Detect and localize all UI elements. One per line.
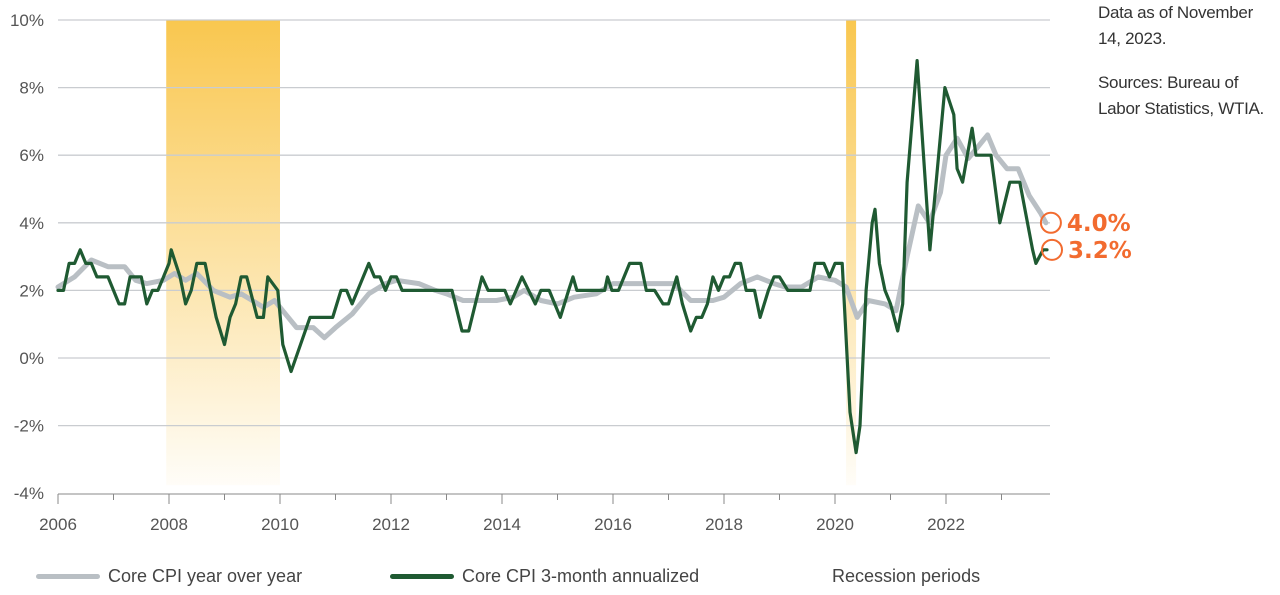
legend: Core CPI year over year Core CPI 3-month… [0,566,1280,590]
x-tick-label: 2022 [927,515,965,534]
legend-label-yoy: Core CPI year over year [108,566,303,586]
legend-swatch-3month [390,574,454,579]
x-tick-label: 2008 [150,515,188,534]
end-marker-circle [1041,238,1064,261]
x-tick-label: 2012 [372,515,410,534]
legend-item-recession: Recession periods [832,566,980,587]
y-tick-label: -2% [14,417,44,436]
y-tick-label: 0% [19,349,44,368]
x-tick-label: 2018 [705,515,743,534]
x-tick-label: 2016 [594,515,632,534]
end-value-label: 4.0% [1067,211,1131,237]
x-tick-label: 2020 [816,515,854,534]
end-value-label: 3.2% [1068,238,1132,264]
legend-swatch-yoy [36,574,100,579]
series-lines [55,59,1049,455]
y-tick-label: 6% [19,146,44,165]
y-tick-label: -4% [14,484,44,503]
y-tick-label: 10% [10,11,44,30]
legend-item-3month: Core CPI 3-month annualized [390,566,699,587]
recession-bands [166,20,857,486]
y-tick-label: 2% [19,281,44,300]
data-as-of-note: Data as of November 14, 2023. [1098,3,1253,48]
y-tick-label: 4% [19,214,44,233]
end-marker-circle [1039,211,1062,234]
legend-label-3month: Core CPI 3-month annualized [462,566,700,586]
end-annotations: 4.0%3.2% [1039,211,1132,264]
recession-band [846,20,857,486]
line-3month-annualized [56,59,1049,455]
sources-note: Sources: Bureau of Labor Statistics, WTI… [1098,73,1264,118]
x-tick-label: 2014 [483,515,521,534]
x-tick-label: 2010 [261,515,299,534]
recession-band [166,20,280,486]
legend-label-recession: Recession periods [832,566,981,586]
y-axis: 10% 8% 6% 4% 2% 0% -2% -4% [10,11,44,503]
x-tick-label: 2006 [39,515,77,534]
x-axis: 2006 2008 2010 2012 2014 2016 2018 2020 2022 [39,493,1050,534]
legend-item-yoy: Core CPI year over year [36,566,302,587]
y-tick-label: 8% [19,79,44,98]
